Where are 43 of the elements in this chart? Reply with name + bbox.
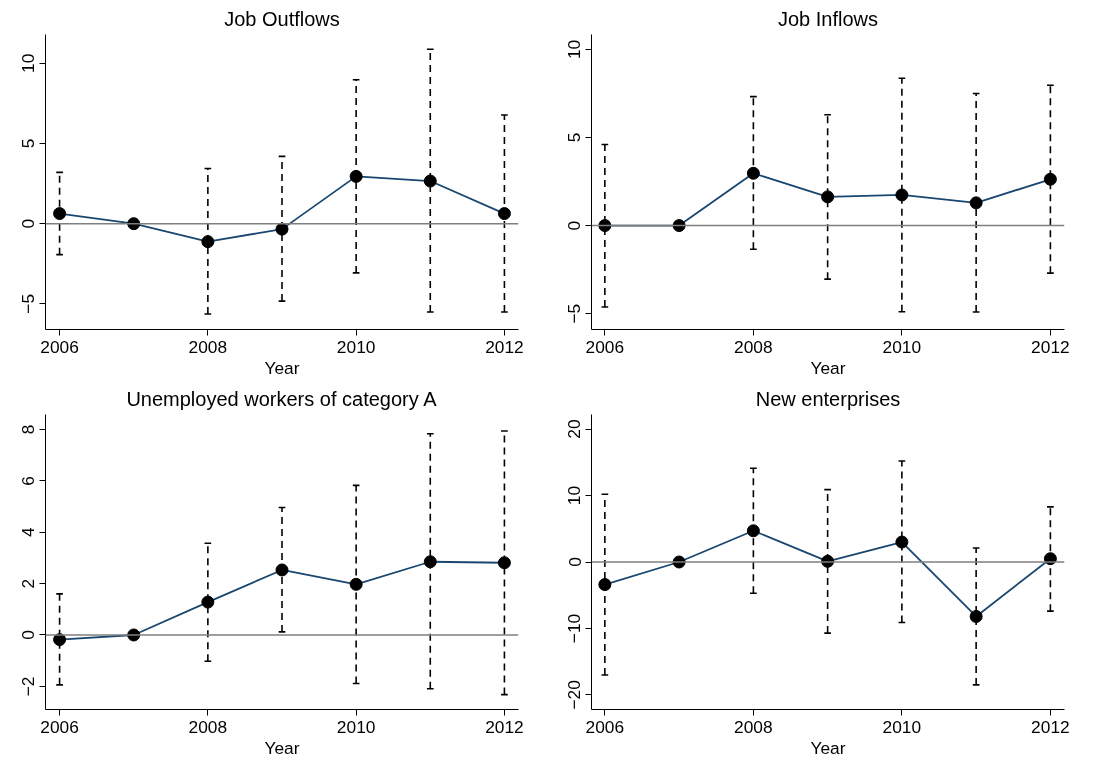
x-tick-label: 2012 — [485, 716, 524, 737]
y-tick-label: −20 — [564, 680, 585, 710]
y-tick-label: −2 — [18, 676, 39, 697]
x-axis-title: Year — [810, 357, 846, 378]
y-tick-label: 10 — [18, 53, 39, 73]
y-tick-label: 2 — [18, 578, 39, 589]
x-axis-title: Year — [264, 737, 300, 758]
y-tick-label: 0 — [18, 630, 39, 640]
x-tick-label: 2006 — [40, 336, 79, 357]
x-tick-label: 2006 — [40, 716, 79, 737]
y-tick-label: 0 — [564, 557, 585, 567]
y-tick-label: 5 — [564, 132, 585, 143]
x-tick-label: 2008 — [734, 716, 773, 737]
x-tick-label: 2010 — [336, 716, 376, 737]
y-tick-label: 10 — [564, 39, 585, 60]
chart-title: Job Outflows — [224, 7, 340, 30]
chart-title: Job Inflows — [777, 7, 879, 30]
y-tick-label: 5 — [18, 138, 39, 149]
x-tick-label: 2010 — [882, 336, 922, 357]
y-tick-label: −10 — [564, 613, 585, 644]
x-tick-label: 2010 — [882, 716, 922, 737]
x-tick-label: 2008 — [188, 336, 228, 357]
y-tick-label: 0 — [18, 218, 39, 229]
y-tick-label: 20 — [564, 419, 585, 439]
y-tick-label: −5 — [18, 293, 39, 314]
x-tick-label: 2008 — [188, 716, 228, 737]
x-tick-label: 2008 — [734, 336, 773, 357]
x-tick-label: 2006 — [585, 716, 625, 737]
y-tick-label: 8 — [18, 424, 39, 435]
y-tick-label: 10 — [564, 485, 585, 506]
chart-title: New enterprises — [755, 387, 901, 410]
x-tick-label: 2012 — [485, 336, 524, 357]
x-tick-label: 2006 — [585, 336, 625, 357]
chart-title: Unemployed workers of category A — [126, 387, 438, 410]
x-tick-label: 2012 — [1031, 336, 1070, 357]
x-axis-title: Year — [264, 357, 300, 378]
x-axis-title: Year — [810, 737, 846, 758]
y-tick-label: 0 — [564, 220, 585, 231]
y-tick-label: 6 — [18, 475, 39, 486]
y-tick-label: 4 — [18, 527, 39, 538]
y-tick-label: −5 — [564, 303, 585, 324]
x-tick-label: 2010 — [336, 336, 376, 357]
x-tick-label: 2012 — [1031, 716, 1070, 737]
